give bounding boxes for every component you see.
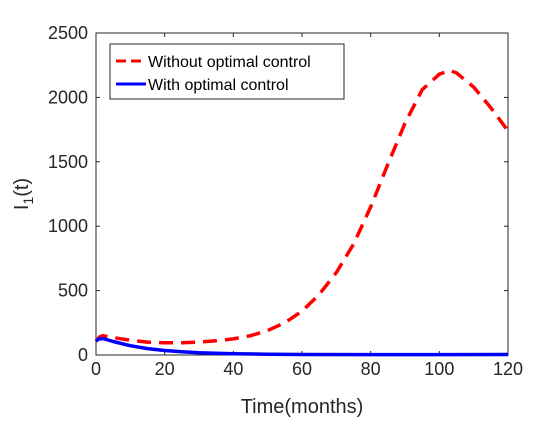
legend-box xyxy=(109,43,345,100)
y-tick-label: 2500 xyxy=(48,23,88,43)
y-tick-label: 0 xyxy=(78,345,88,365)
y-axis-ticks: 0 500 1000 1500 2000 2500 xyxy=(48,23,508,365)
y-tick-label: 500 xyxy=(58,281,88,301)
y-axis-label-main: I xyxy=(11,205,33,211)
x-axis-label: Time(months) xyxy=(241,396,364,418)
series-group xyxy=(94,68,510,357)
x-tick-label: 60 xyxy=(292,359,312,379)
x-tick-label: 80 xyxy=(361,359,381,379)
legend-label-with-control: With optimal control xyxy=(148,77,289,94)
y-axis-label-subscript: 1 xyxy=(20,197,36,205)
series-line-without-control xyxy=(94,68,510,345)
x-tick-label: 20 xyxy=(155,359,175,379)
legend: Without optimal control With optimal con… xyxy=(109,43,345,100)
x-tick-label: 40 xyxy=(223,359,243,379)
y-axis-label: I1(t) xyxy=(11,178,36,210)
y-axis-label-suffix: (t) xyxy=(11,178,33,197)
y-tick-label: 2000 xyxy=(48,87,88,107)
series-line-with-control xyxy=(95,336,509,357)
x-tick-label: 120 xyxy=(493,359,523,379)
y-tick-label: 1000 xyxy=(48,216,88,236)
x-axis-ticks: 0 20 40 60 80 100 120 xyxy=(91,33,523,379)
y-tick-label: 1500 xyxy=(48,152,88,172)
legend-label-without-control: Without optimal control xyxy=(148,54,311,71)
x-tick-label: 100 xyxy=(424,359,454,379)
x-tick-label: 0 xyxy=(91,359,101,379)
